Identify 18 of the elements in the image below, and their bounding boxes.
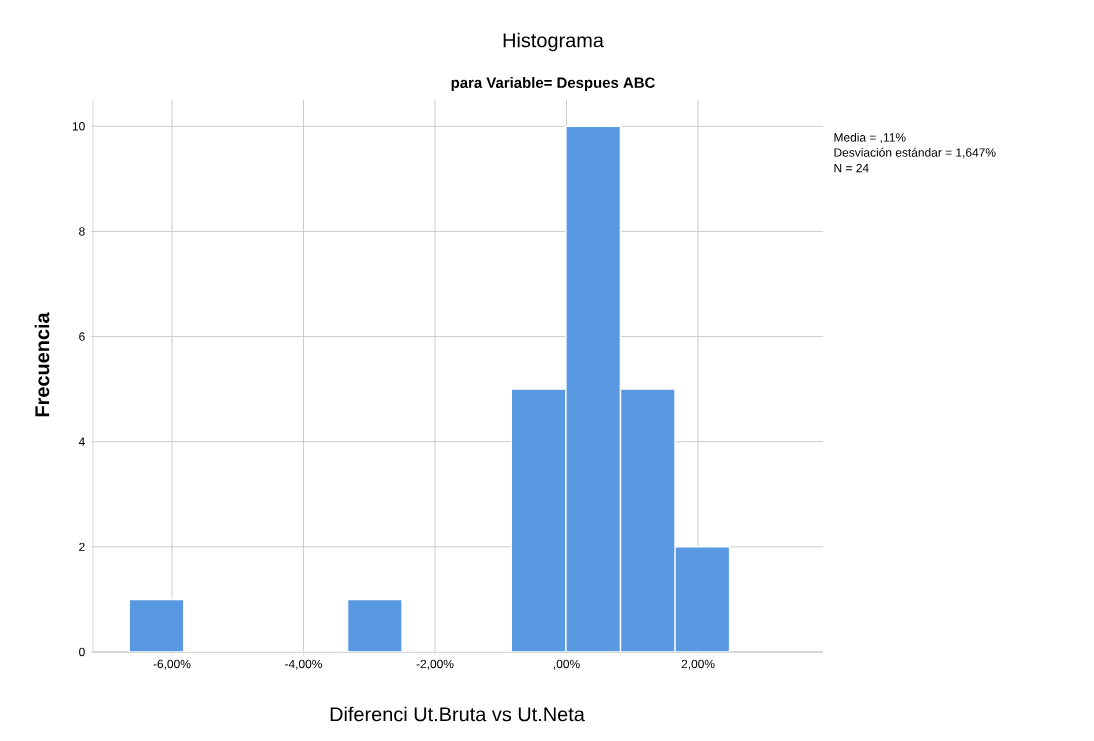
text: Media = ,11% (834, 132, 906, 144)
x-tick-label: ,00% (553, 659, 580, 670)
text: N = 24 (834, 163, 869, 173)
chart-subtitle: para Variable= Despues ABC (451, 77, 655, 91)
y-axis-title: Frecuencia (34, 312, 50, 417)
y-tick-label: 4 (78, 437, 85, 446)
text: Desviación estándar = 1,647% (834, 147, 996, 159)
x-tick-label: 2,00% (681, 659, 715, 670)
x-tick-label: -4,00% (285, 659, 322, 670)
x-axis-title: Diferenci Ut.Bruta vs Ut.Neta (330, 706, 585, 722)
y-tick-label: 0 (79, 647, 85, 657)
x-tick-label: -2,00% (416, 659, 454, 670)
y-tick-label: 8 (79, 227, 85, 236)
y-tick-label: 10 (72, 122, 85, 131)
y-tick-label: 6 (79, 332, 85, 341)
chart-title: Histograma (503, 32, 604, 52)
y-tick-label: 2 (79, 542, 85, 552)
x-tick-label: -6,00% (153, 659, 191, 670)
